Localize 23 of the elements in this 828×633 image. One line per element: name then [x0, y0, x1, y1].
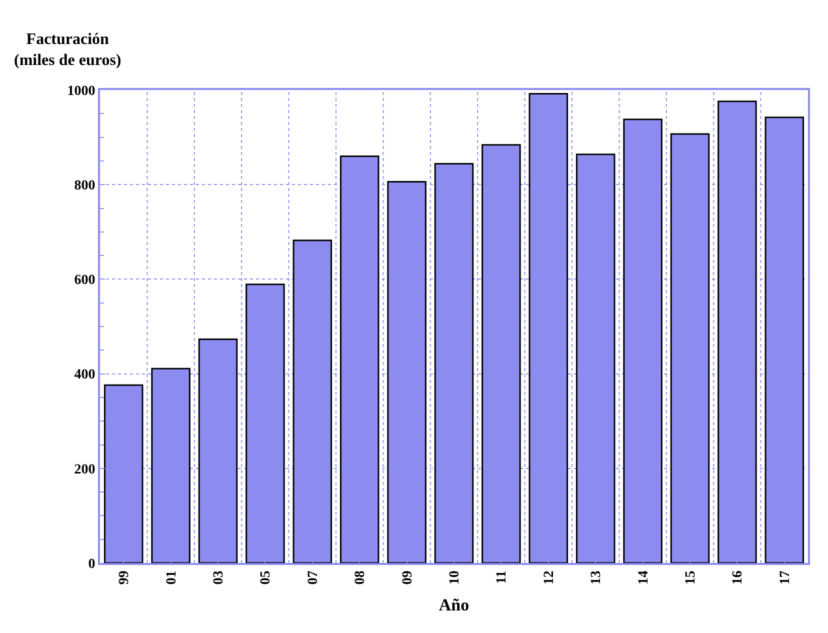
x-tick-label: 99 — [117, 570, 132, 585]
x-tick-label: 11 — [494, 570, 510, 584]
y-tick-label: 400 — [74, 368, 96, 383]
y-axis-title: Facturación (miles de euros) — [14, 31, 122, 69]
x-tick-label: 12 — [542, 570, 557, 585]
y-tick-label: 800 — [74, 178, 96, 194]
x-tick-label: 09 — [400, 570, 416, 585]
x-tick-label: 13 — [589, 570, 604, 585]
x-tick-label: 10 — [448, 570, 463, 585]
x-tick-label: 14 — [636, 570, 652, 585]
y-tick-label: 0 — [88, 556, 96, 572]
x-tick-label: 08 — [353, 570, 368, 585]
x-tick-label: 15 — [684, 570, 699, 585]
x-axis-title: Año — [438, 596, 470, 614]
x-tick-label: 16 — [730, 570, 746, 585]
x-tick-label: 17 — [778, 570, 793, 585]
y-tick-label: 200 — [74, 462, 96, 478]
x-tick-label: 03 — [212, 570, 227, 585]
x-tick-label: 07 — [306, 570, 321, 585]
x-tick-label: 05 — [258, 570, 274, 585]
y-tick-label: 1000 — [67, 84, 96, 99]
x-tick-label: 01 — [164, 570, 180, 585]
y-tick-label: 600 — [74, 273, 96, 288]
